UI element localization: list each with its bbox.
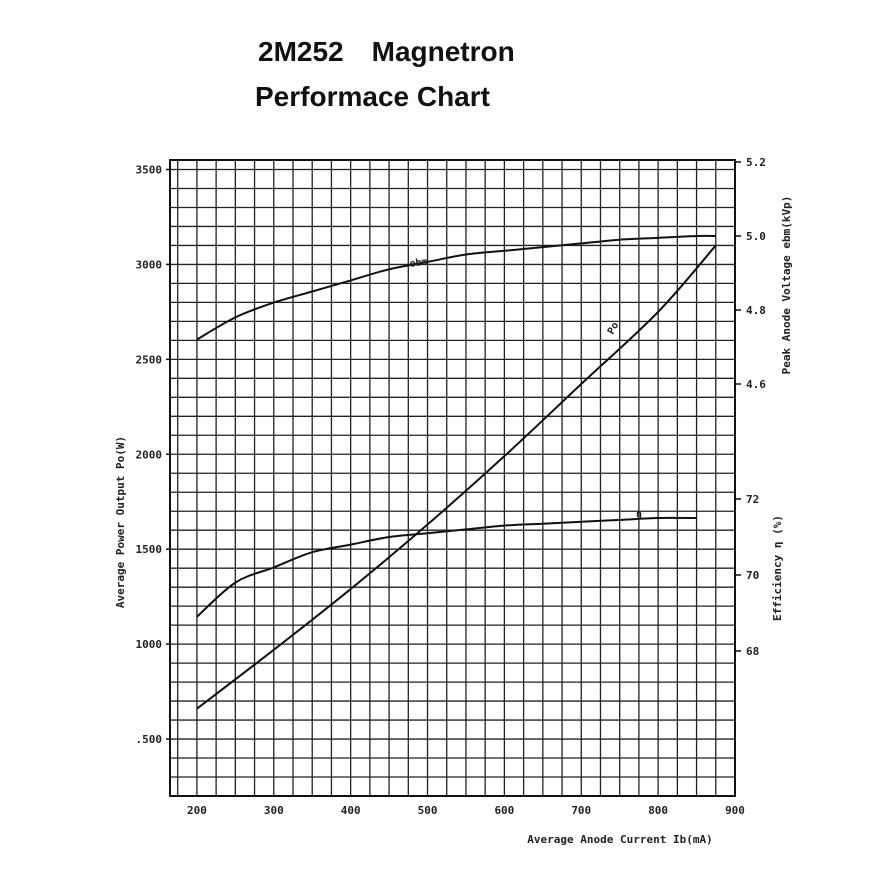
model-name: 2M252 xyxy=(258,36,344,67)
x-tick-label: 600 xyxy=(494,804,514,817)
voltage-tick-label: 5.0 xyxy=(746,230,766,243)
x-axis-label: Average Anode Current Ib(mA) xyxy=(527,833,712,846)
y-tick-label: 2500 xyxy=(136,353,163,366)
y-tick-label: 2000 xyxy=(136,448,163,461)
plot-frame xyxy=(169,159,736,797)
x-axis-ticks: 200 300 400 500 600 700 800 900 xyxy=(187,804,745,817)
device-name: Magnetron xyxy=(371,36,515,67)
chart-series: ebm Po η xyxy=(196,234,717,710)
x-tick-label: 700 xyxy=(571,804,591,817)
chart-grid xyxy=(170,160,735,796)
chart-title-line-2: Performace Chart xyxy=(255,81,490,112)
x-tick-label: 500 xyxy=(418,804,438,817)
plot-border xyxy=(169,159,736,797)
x-tick-label: 300 xyxy=(264,804,284,817)
x-tick-label: 200 xyxy=(187,804,207,817)
y-left-axis-ticks: 3500 3000 2500 2000 1500 1000 .500 xyxy=(136,163,170,746)
efficiency-tick-label: 72 xyxy=(746,493,759,506)
series-label-voltage: ebm xyxy=(409,257,428,270)
series-line-efficiency xyxy=(196,516,697,618)
x-tick-label: 800 xyxy=(648,804,668,817)
y-tick-label: 3500 xyxy=(136,163,163,176)
chart-title-line-1: 2M252 Magnetron xyxy=(258,36,515,68)
series-label-efficiency: η xyxy=(636,509,642,520)
y-left-axis-label: Average Power Output Po(W) xyxy=(114,436,127,608)
y-tick-label: 1500 xyxy=(136,543,163,556)
efficiency-tick-label: 70 xyxy=(746,569,759,582)
x-tick-label: 400 xyxy=(341,804,361,817)
voltage-tick-label: 5.2 xyxy=(746,156,766,169)
efficiency-tick-label: 68 xyxy=(746,645,759,658)
y-tick-label: 3000 xyxy=(136,258,163,271)
y-right-axis-ticks: 5.2 5.0 4.8 4.6 72 70 68 xyxy=(735,156,766,658)
y-right-voltage-axis-label: Peak Anode Voltage ebm(kVp) xyxy=(780,196,793,375)
y-right-efficiency-axis-label: Efficiency η (%) xyxy=(771,515,784,621)
voltage-tick-label: 4.6 xyxy=(746,378,766,391)
y-tick-label: .500 xyxy=(136,733,163,746)
y-tick-label: 1000 xyxy=(136,638,163,651)
voltage-tick-label: 4.8 xyxy=(746,304,766,317)
x-tick-label: 900 xyxy=(725,804,745,817)
series-line-power xyxy=(196,244,717,710)
series-label-power: Po xyxy=(606,321,621,337)
series-line-voltage xyxy=(196,234,716,341)
